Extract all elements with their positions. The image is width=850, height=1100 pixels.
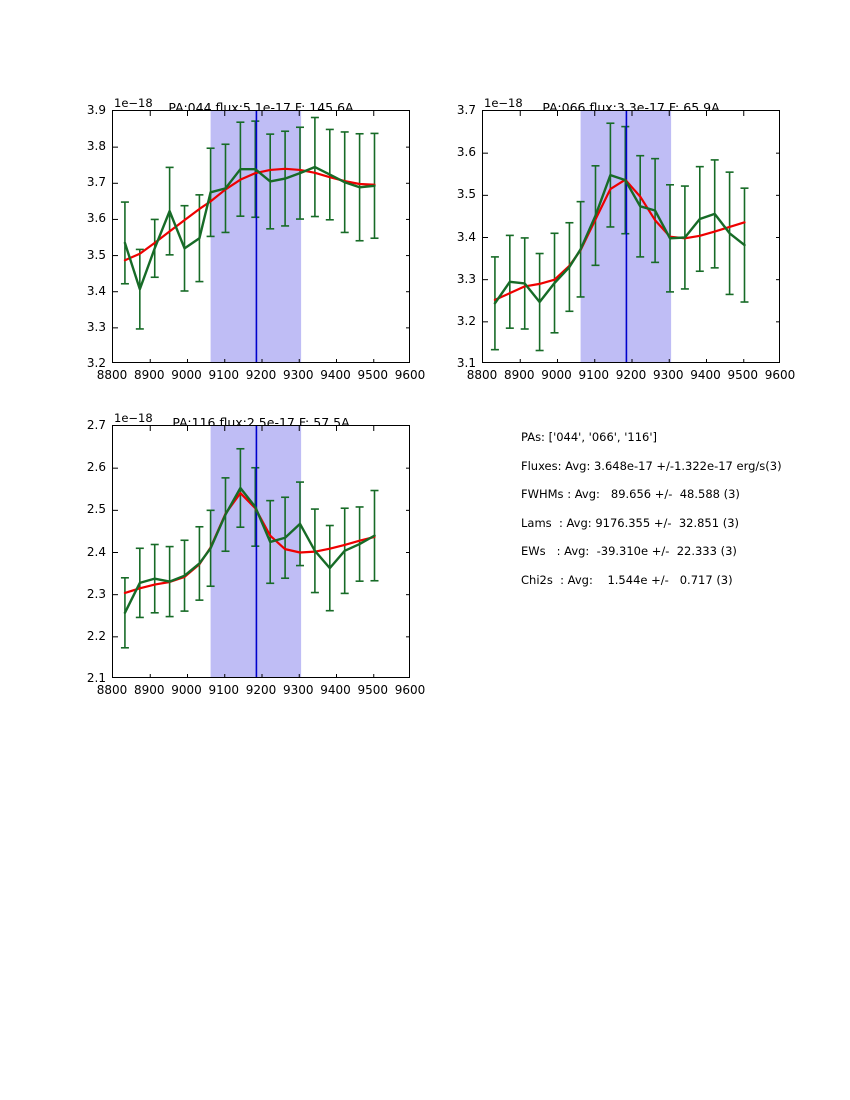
y-tick-label: 3.7 [86, 175, 106, 190]
y-tick-label: 2.6 [86, 460, 106, 475]
x-tick-label: 8800 [466, 368, 498, 382]
y-tick-label: 2.4 [86, 544, 106, 559]
observed-flux-line [123, 486, 376, 615]
y-tick-label: 3.2 [456, 313, 476, 328]
observed-flux-line [493, 173, 746, 305]
x-tick-label: 8900 [133, 683, 165, 697]
x-tick-label: 8900 [133, 368, 165, 382]
x-tick-label: 9600 [394, 368, 426, 382]
panel-pa116-exponent-label: 1e−18 [114, 411, 153, 425]
model-fit-line [123, 167, 376, 262]
panel-pa066: PA:066 flux:3.3e-17 F: 65.9A Lam:9173.1A… [457, 70, 795, 382]
y-tick-label: 3.5 [456, 187, 476, 202]
y-tick-label: 3.3 [456, 271, 476, 286]
y-tick-label: 3.3 [86, 319, 106, 334]
panel-pa116-axes [112, 425, 410, 678]
panel-pa066-plot-area [483, 111, 779, 362]
error-bars [120, 116, 379, 330]
panel-pa116: PA:116 flux:2.5e-17 F: 57.5A Lam:9145.2A… [87, 385, 425, 697]
y-tick-label: 2.1 [86, 671, 106, 685]
x-tick-label: 9000 [171, 683, 202, 697]
panel-pa044: PA:044 flux:5.1e-17 F: 145.6A Lam:9210.7… [87, 70, 425, 382]
x-tick-label: 9300 [282, 683, 314, 697]
stats-line-fwhms: FWHMs : Avg: 89.656 +/- 48.588 (3) [521, 487, 740, 501]
model-fit-line [493, 178, 746, 302]
panel-pa044-plot-area [113, 111, 409, 362]
y-tick-label: 3.1 [456, 356, 476, 370]
x-tick-label: 9000 [541, 368, 572, 382]
panel-pa116-plot-area [113, 426, 409, 677]
x-tick-label: 9600 [394, 683, 426, 697]
panel-pa044-axes [112, 110, 410, 363]
x-tick-label: 9200 [615, 368, 647, 382]
x-tick-label: 9200 [245, 368, 277, 382]
x-tick-label: 9500 [727, 368, 759, 382]
x-tick-label: 9300 [282, 368, 314, 382]
panel-pa066-axes [482, 110, 780, 363]
y-tick-label: 2.2 [86, 628, 106, 643]
y-tick-label: 2.3 [86, 586, 106, 601]
stats-line-chi2s: Chi2s : Avg: 1.544e +/- 0.717 (3) [521, 572, 733, 587]
stats-line-lams: Lams : Avg: 9176.355 +/- 32.851 (3) [521, 515, 740, 530]
x-tick-label: 8800 [96, 683, 128, 697]
y-tick-label: 3.5 [86, 247, 106, 262]
y-tick-label: 2.5 [86, 502, 106, 517]
y-tick-label: 3.9 [86, 103, 106, 117]
y-tick-label: 3.6 [456, 145, 476, 160]
stats-line-pas: PAs: ['044', '066', '116'] [521, 430, 658, 444]
y-tick-label: 3.4 [86, 283, 106, 298]
x-tick-label: 9300 [652, 368, 684, 382]
x-tick-label: 9500 [357, 368, 389, 382]
stats-line-fluxes: Fluxes: Avg: 3.648e-17 +/-1.322e-17 erg/… [521, 458, 782, 473]
summary-statistics: PAs: ['044', '066', '116'] Fluxes: Avg: … [521, 430, 831, 601]
y-tick-label: 3.7 [456, 103, 476, 117]
y-tick-label: 3.4 [456, 229, 476, 244]
y-tick-label: 2.7 [86, 418, 106, 432]
observed-flux-line [123, 165, 376, 291]
x-tick-label: 9400 [690, 368, 721, 382]
x-tick-label: 9100 [578, 368, 610, 382]
panel-pa044-exponent-label: 1e−18 [114, 96, 153, 110]
x-tick-label: 8900 [503, 368, 535, 382]
stats-line-ews: EWs : Avg: -39.310e +/- 22.333 (3) [521, 544, 737, 558]
x-tick-label: 9600 [764, 368, 796, 382]
x-tick-label: 9000 [171, 368, 202, 382]
x-tick-label: 8800 [96, 368, 128, 382]
y-tick-label: 3.6 [86, 211, 106, 226]
x-tick-label: 9400 [320, 683, 351, 697]
x-tick-label: 9400 [320, 368, 351, 382]
y-tick-label: 3.8 [86, 139, 106, 154]
x-tick-label: 9100 [208, 368, 240, 382]
model-fit-line [123, 491, 376, 595]
y-tick-label: 3.2 [86, 356, 106, 370]
panel-pa066-exponent-label: 1e−18 [484, 96, 523, 110]
x-tick-label: 9100 [208, 683, 240, 697]
x-tick-label: 9500 [357, 683, 389, 697]
x-tick-label: 9200 [245, 683, 277, 697]
